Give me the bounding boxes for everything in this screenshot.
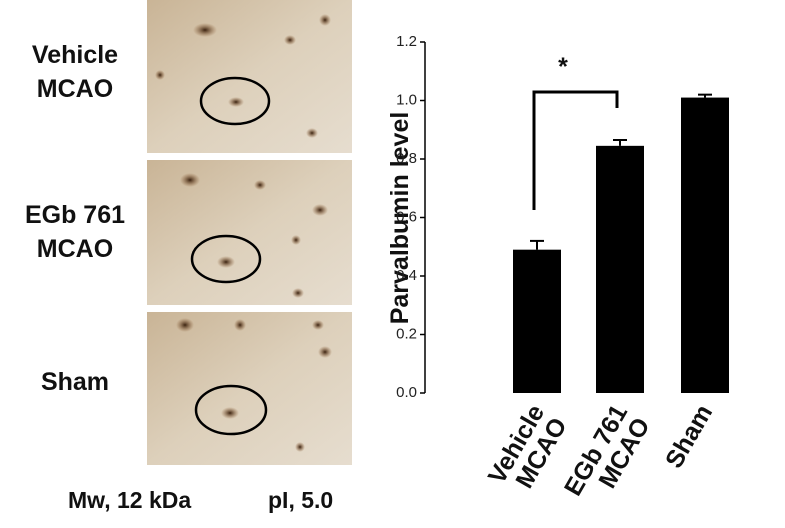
x-tick-label-line: Sham (660, 400, 718, 473)
annotation: * (558, 53, 568, 81)
gel-label: MCAO (37, 75, 113, 103)
gel-spots (155, 14, 332, 452)
y-tick-label: 0.2 (396, 325, 417, 342)
gel-label: MCAO (37, 235, 113, 263)
error-bar (698, 93, 712, 98)
y-tick-label: 0.6 (396, 208, 417, 225)
y-axis-label: Parvalbumin level (386, 112, 414, 325)
y-tick-label: 0.0 (396, 384, 417, 401)
gel-label: EGb 761 (25, 201, 125, 229)
gel-label: Sham (41, 368, 109, 396)
y-tick-label: 0.8 (396, 150, 417, 167)
error-bar (530, 239, 544, 250)
gel-labels: Vehicle MCAO EGb 761 MCAO Sham (25, 41, 125, 396)
gel-label: Vehicle (32, 41, 118, 69)
y-tick-label: 1.2 (396, 33, 417, 50)
gel-panel (147, 160, 352, 305)
gel-images (147, 0, 352, 465)
gel-panel (147, 0, 352, 153)
bar (681, 97, 729, 393)
significance-bracket (532, 90, 619, 210)
error-bar (613, 138, 627, 146)
y-tick-label: 0.4 (396, 267, 417, 284)
y-tick-label: 1.0 (396, 91, 417, 108)
bar (596, 145, 644, 393)
caption: Mw, 12 kDa (68, 487, 191, 513)
x-tick-label: Sham (660, 400, 718, 473)
bar (513, 249, 561, 393)
spot-circles (190, 76, 271, 436)
caption: pI, 5.0 (268, 487, 333, 513)
